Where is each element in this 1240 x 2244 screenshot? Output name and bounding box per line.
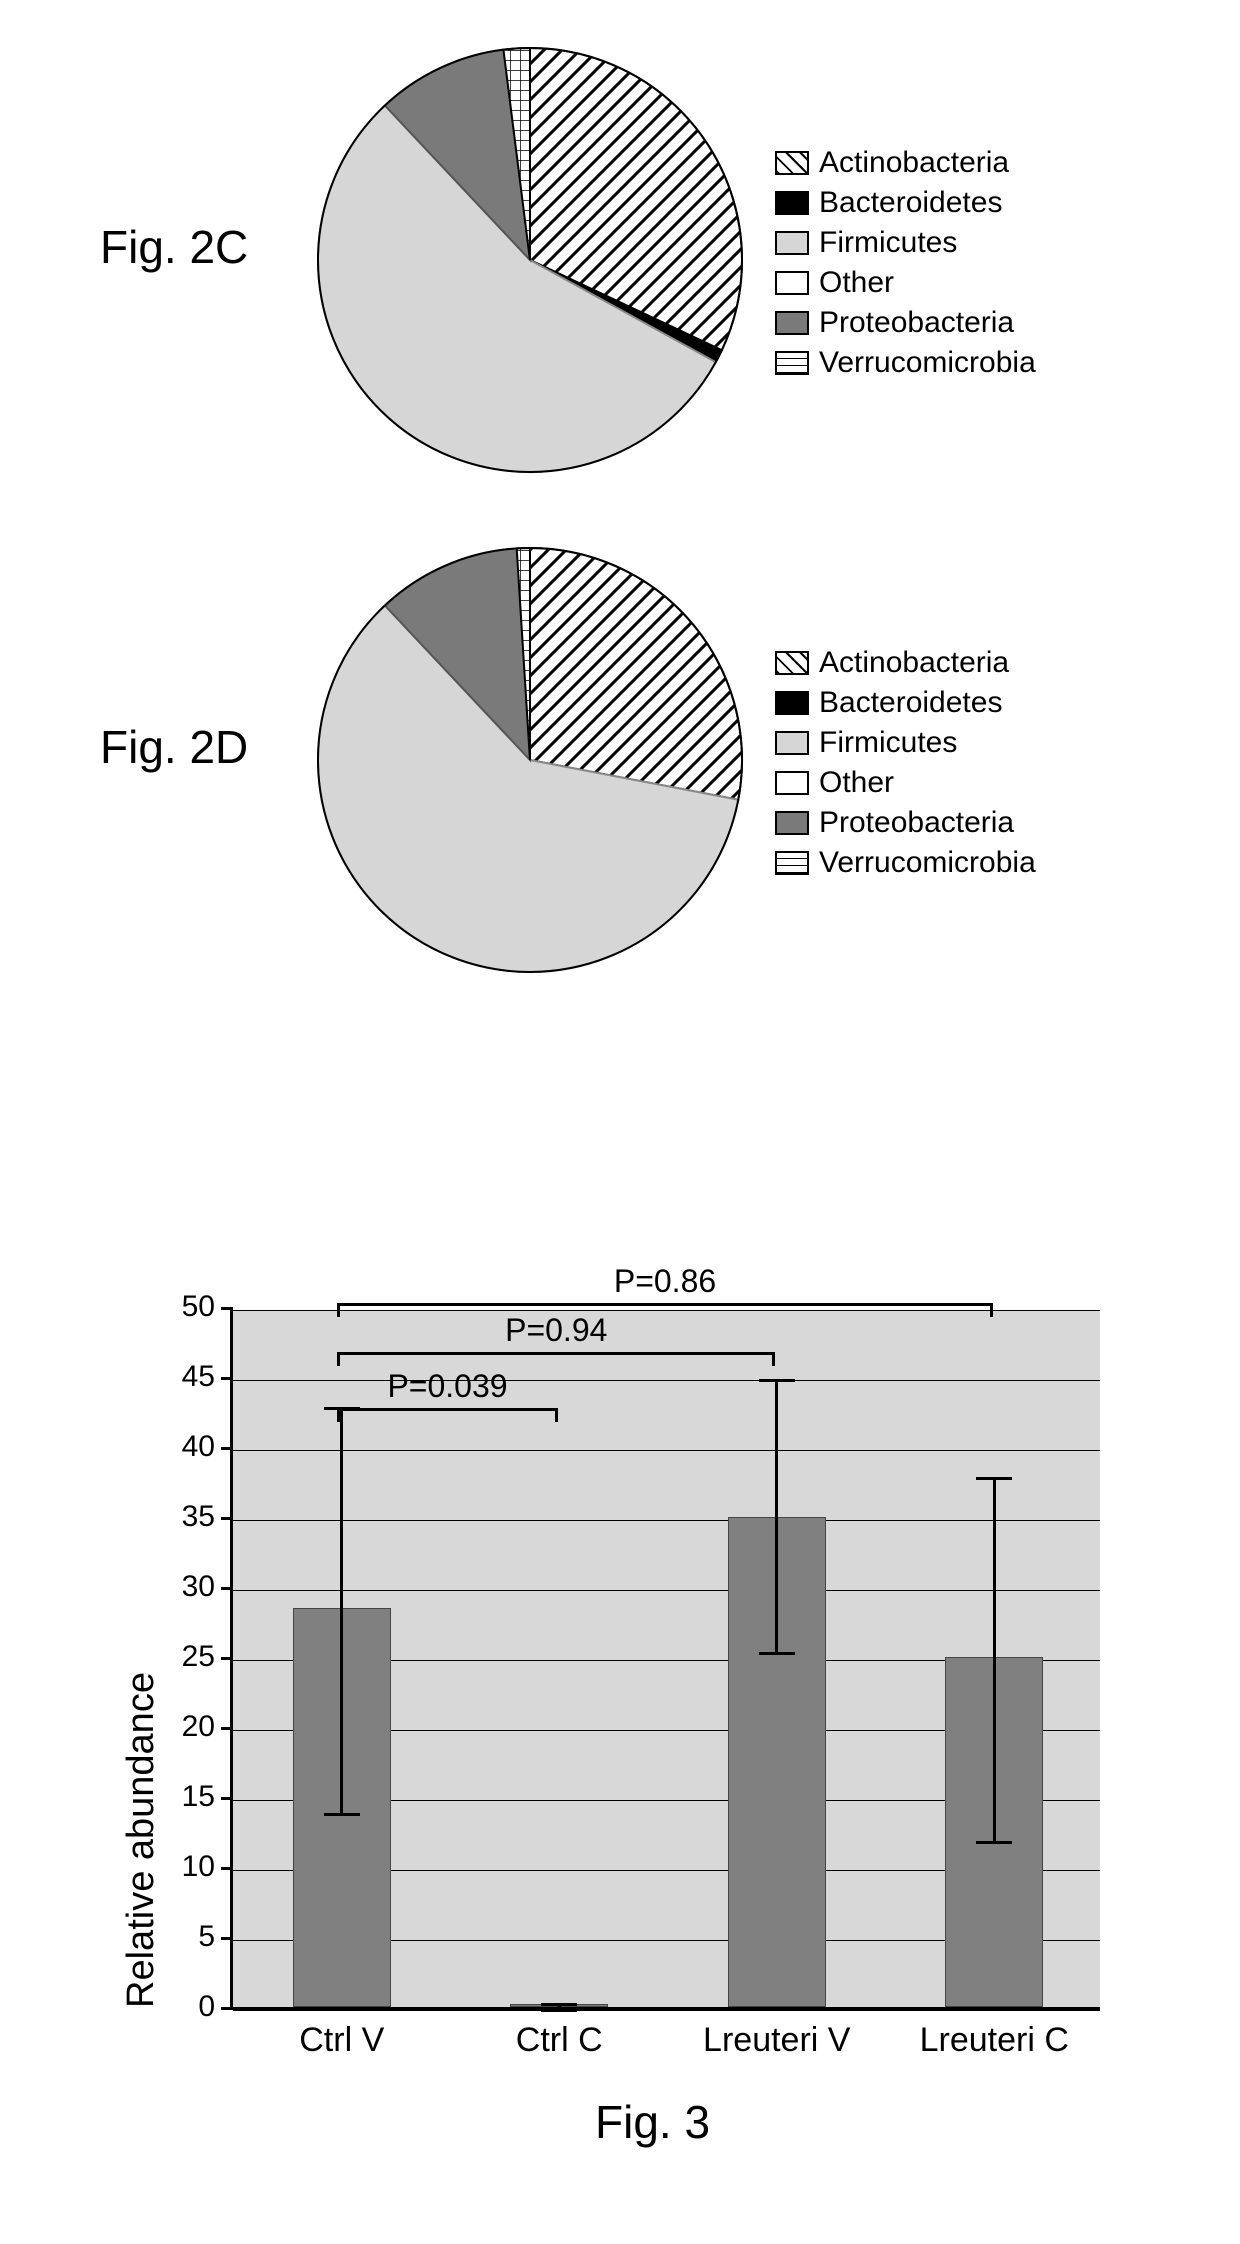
- error-cap: [541, 2003, 577, 2006]
- gridline: [233, 1380, 1100, 1381]
- significance-label: P=0.86: [614, 1263, 716, 1300]
- fig3-ylabel: Relative abundance: [120, 1672, 163, 2008]
- gridline: [233, 1590, 1100, 1591]
- ytick-label: 5: [163, 1920, 233, 1954]
- x-category-label: Lreuteri C: [920, 2007, 1069, 2060]
- error-bar: [993, 1478, 996, 1842]
- gridline: [233, 1520, 1100, 1521]
- error-cap: [976, 1477, 1012, 1480]
- error-cap: [759, 1652, 795, 1655]
- gridline: [233, 1450, 1100, 1451]
- ytick-label: 15: [163, 1780, 233, 1814]
- x-category-label: Ctrl C: [516, 2007, 603, 2060]
- gridline: [233, 1310, 1100, 1311]
- error-bar: [340, 1408, 343, 1814]
- significance-tick: [772, 1352, 775, 1366]
- ytick-label: 30: [163, 1570, 233, 1604]
- ytick-label: 45: [163, 1360, 233, 1394]
- significance-tick: [337, 1408, 340, 1422]
- significance-bracket: [339, 1352, 774, 1355]
- x-category-label: Ctrl V: [299, 2007, 384, 2060]
- ytick-label: 10: [163, 1850, 233, 1884]
- fig3-plot-area: 05101520253035404550Ctrl VCtrl CLreuteri…: [230, 1310, 1100, 2010]
- significance-bracket: [339, 1408, 557, 1411]
- significance-bracket: [339, 1303, 992, 1306]
- fig3-chart: 0 5 10 15 20 25 30 35 40 45 50 Ctrl V Ctrl C Lreuteri…: [0, 0, 1240, 2244]
- significance-tick: [337, 1303, 340, 1317]
- significance-label: P=0.94: [505, 1312, 607, 1349]
- ytick-label: 40: [163, 1430, 233, 1464]
- significance-tick: [337, 1352, 340, 1366]
- significance-tick: [555, 1408, 558, 1422]
- error-cap: [324, 1813, 360, 1816]
- x-category-label: Lreuteri V: [703, 2007, 850, 2060]
- ytick-label: 35: [163, 1500, 233, 1534]
- ytick-label: 20: [163, 1710, 233, 1744]
- significance-label: P=0.039: [387, 1368, 507, 1405]
- error-cap: [976, 1841, 1012, 1844]
- ytick-label: 50: [163, 1290, 233, 1324]
- error-bar: [775, 1380, 778, 1653]
- ytick-label: 0: [163, 1990, 233, 2024]
- error-cap: [759, 1379, 795, 1382]
- significance-tick: [990, 1303, 993, 1317]
- fig3-label: Fig. 3: [595, 2095, 710, 2149]
- ytick-label: 25: [163, 1640, 233, 1674]
